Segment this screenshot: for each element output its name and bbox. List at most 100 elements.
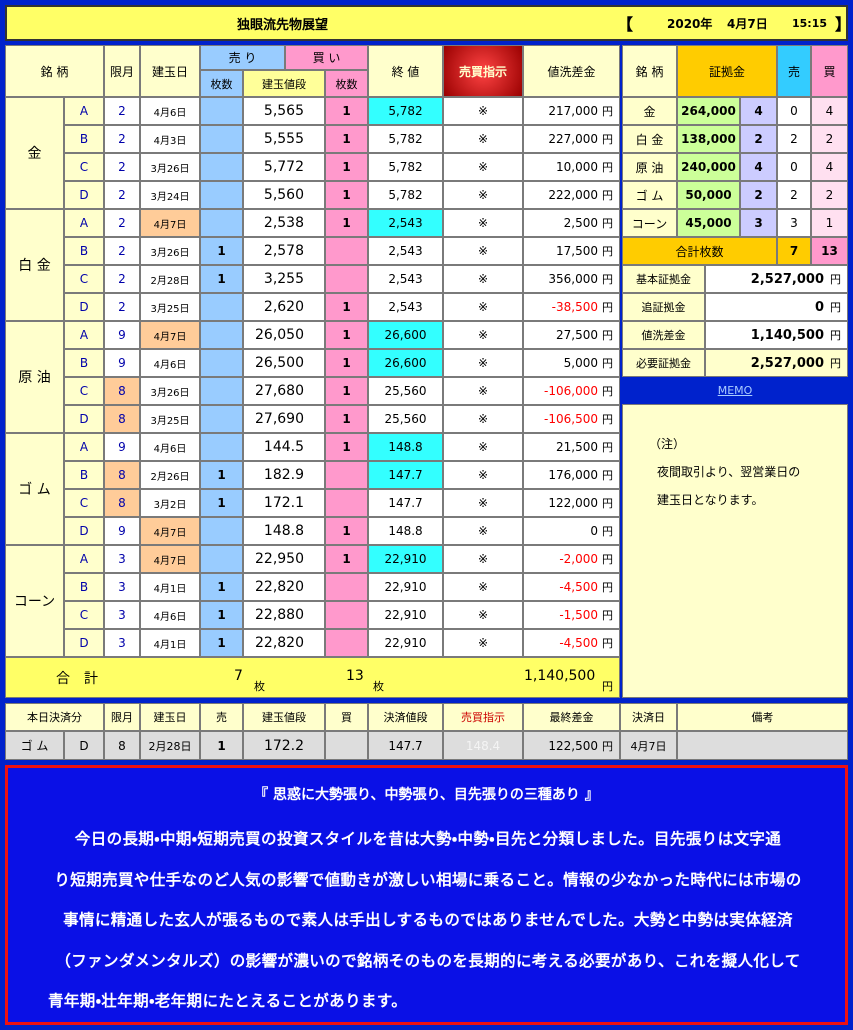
signal: ※ xyxy=(443,265,523,293)
group-name: コーン xyxy=(5,545,64,657)
title: 独眼流先物展望 xyxy=(237,17,329,33)
sell-count: 1 xyxy=(200,489,243,517)
col-header: 枚数 xyxy=(325,70,368,97)
entry-date: 2月28日 xyxy=(140,265,200,293)
bracket-close: 】 xyxy=(835,11,846,35)
entry-date: 4月6日 xyxy=(140,433,200,461)
signal: ※ xyxy=(443,405,523,433)
col-header: 建玉値段 xyxy=(243,70,325,97)
note-line: （ファンダメンタルズ）の影響が濃いので銘柄そのものを長期的に考える必要があり、こ… xyxy=(55,951,801,970)
month: 9 xyxy=(104,517,140,545)
sell-count xyxy=(200,181,243,209)
close-price: 5,782 xyxy=(368,97,443,125)
diff: 122,000 円 xyxy=(523,489,620,517)
close-price: 147.7 xyxy=(368,489,443,517)
summary-value: 2,527,000 円 xyxy=(705,265,848,293)
diff: 222,000 円 xyxy=(523,181,620,209)
row-label: D xyxy=(64,405,104,433)
month: 3 xyxy=(104,545,140,573)
summary-label: 値洗差金 xyxy=(622,321,705,349)
note-box: 『 思惑に大勢張り、中勢張り、目先張りの三種あり 』今日の長期・中期・短期売買の… xyxy=(5,765,848,1025)
diff-value: 0 xyxy=(590,524,598,538)
month: 2 xyxy=(104,209,140,237)
entry-date: 4月6日 xyxy=(140,97,200,125)
time: 15:15 xyxy=(792,16,828,30)
close-price: 5,782 xyxy=(368,125,443,153)
entry-price: 5,565 xyxy=(243,97,325,125)
signal: ※ xyxy=(443,377,523,405)
unit: 円 xyxy=(602,525,613,538)
entry-date: 3月2日 xyxy=(140,489,200,517)
summary-label: 追証拠金 xyxy=(622,293,705,321)
margin-sell: 3 xyxy=(777,209,811,237)
diff: 17,500 円 xyxy=(523,237,620,265)
signal: ※ xyxy=(443,573,523,601)
entry-price: 26,050 xyxy=(243,321,325,349)
sell-count xyxy=(200,405,243,433)
total-diff-unit: 円 xyxy=(602,680,613,693)
close-price: 2,543 xyxy=(368,293,443,321)
col-header: 建玉日 xyxy=(140,703,200,731)
signal: ※ xyxy=(443,181,523,209)
buy-count xyxy=(325,573,368,601)
entry-date: 4月1日 xyxy=(140,629,200,657)
entry-price: 22,880 xyxy=(243,601,325,629)
diff-value: 122,000 xyxy=(548,496,598,510)
close-price: 22,910 xyxy=(368,573,443,601)
header-bar: 独眼流先物展望 【 2020年 4月7日 15:15 】 xyxy=(5,5,848,41)
month: 2 xyxy=(104,125,140,153)
col-header: 終 値 xyxy=(368,45,443,97)
entry-date: 3月26日 xyxy=(140,153,200,181)
row-label: D xyxy=(64,181,104,209)
entry-date: 3月25日 xyxy=(140,405,200,433)
entry-price: 144.5 xyxy=(243,433,325,461)
close-price: 26,600 xyxy=(368,321,443,349)
row-label: D xyxy=(64,629,104,657)
memo-line: （注） xyxy=(649,437,686,451)
entry-date: 4月1日 xyxy=(140,573,200,601)
summary-value: 1,140,500 円 xyxy=(705,321,848,349)
margin-sell: 0 xyxy=(777,97,811,125)
margin-count: 2 xyxy=(740,181,777,209)
row-label: C xyxy=(64,601,104,629)
diff-value: 356,000 xyxy=(548,272,598,286)
col-header: 売買指示 xyxy=(443,45,523,97)
month: 9 xyxy=(104,321,140,349)
diff: 176,000 円 xyxy=(523,461,620,489)
buy-count: 1 xyxy=(325,125,368,153)
margin-name: 金 xyxy=(622,97,677,125)
buy-count xyxy=(325,265,368,293)
settle-label: D xyxy=(64,731,104,760)
col-header: 決済日 xyxy=(620,703,677,731)
month: 2 xyxy=(104,181,140,209)
diff-value: 122,500 xyxy=(548,738,598,753)
diff: 356,000 円 xyxy=(523,265,620,293)
diff-value: 217,000 xyxy=(548,104,598,118)
unit: 円 xyxy=(602,413,613,426)
margin-buy: 1 xyxy=(811,209,848,237)
diff: -106,500 円 xyxy=(523,405,620,433)
signal: ※ xyxy=(443,601,523,629)
close-price: 148.8 xyxy=(368,517,443,545)
entry-price: 2,578 xyxy=(243,237,325,265)
signal: ※ xyxy=(443,209,523,237)
buy-count: 1 xyxy=(325,153,368,181)
unit: 円 xyxy=(830,357,841,370)
memo-link[interactable]: MEMO xyxy=(717,384,753,397)
unit: 円 xyxy=(602,133,613,146)
diff: 217,000 円 xyxy=(523,97,620,125)
diff-value: 176,000 xyxy=(548,468,598,482)
close-price: 2,543 xyxy=(368,265,443,293)
diff-value: 10,000 xyxy=(556,160,598,174)
entry-date: 3月26日 xyxy=(140,237,200,265)
group-name: 金 xyxy=(5,97,64,209)
settle-signal: 148.4 xyxy=(443,731,523,760)
sell-count xyxy=(200,545,243,573)
col-header: 売 xyxy=(200,703,243,731)
diff: 5,000 円 xyxy=(523,349,620,377)
summary-amount: 2,527,000 xyxy=(750,271,824,287)
year: 2020年 xyxy=(667,16,713,31)
summary-amount: 2,527,000 xyxy=(750,355,824,371)
